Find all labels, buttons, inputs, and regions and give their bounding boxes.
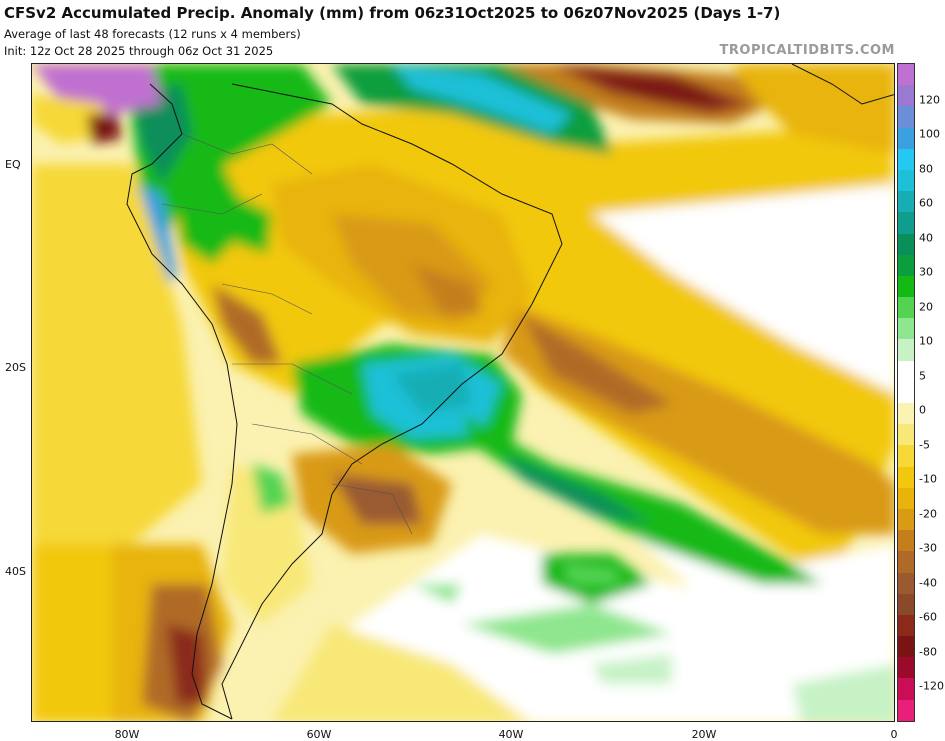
lon-label-80w: 80W bbox=[114, 728, 140, 741]
colorbar-band bbox=[898, 424, 914, 446]
brand-watermark: TROPICALTIDBITS.COM bbox=[719, 43, 895, 58]
anomaly-fields bbox=[32, 64, 894, 721]
colorbar-band bbox=[898, 148, 914, 170]
colorbar-band bbox=[898, 106, 914, 128]
colorbar-band bbox=[898, 445, 914, 467]
lat-label-20s: 20S bbox=[5, 361, 26, 374]
lon-label-40w: 40W bbox=[498, 728, 524, 741]
colorbar-band bbox=[898, 212, 914, 234]
lat-label-eq: EQ bbox=[5, 158, 21, 171]
colorbar-tick-label: 0 bbox=[919, 403, 926, 417]
precip-anomaly-map bbox=[31, 63, 895, 722]
lon-label-60w: 60W bbox=[306, 728, 332, 741]
colorbar-band bbox=[898, 339, 914, 361]
chart-subtitle: Average of last 48 forecasts (12 runs x … bbox=[4, 27, 301, 41]
colorbar-band bbox=[898, 233, 914, 255]
colorbar-band bbox=[898, 657, 914, 679]
colorbar-tick-label: -10 bbox=[919, 472, 937, 486]
colorbar-band bbox=[898, 169, 914, 192]
colorbar-band bbox=[898, 254, 914, 276]
colorbar-band bbox=[898, 191, 914, 213]
colorbar-band bbox=[898, 530, 914, 552]
country-borders bbox=[161, 133, 413, 535]
colorbar-tick-label: -5 bbox=[919, 438, 930, 452]
colorbar-band bbox=[898, 127, 914, 149]
colorbar-tick-label: 120 bbox=[919, 93, 940, 107]
colorbar-band bbox=[898, 64, 914, 86]
colorbar bbox=[897, 63, 915, 722]
colorbar-tick-label: -30 bbox=[919, 541, 937, 555]
colorbar-band bbox=[898, 572, 914, 594]
colorbar-tick-label: -20 bbox=[919, 507, 937, 521]
colorbar-tick-label: 100 bbox=[919, 127, 940, 141]
colorbar-band bbox=[898, 381, 914, 403]
lon-label-20w: 20W bbox=[691, 728, 717, 741]
colorbar-band bbox=[898, 297, 914, 319]
coastlines bbox=[126, 64, 894, 720]
colorbar-band bbox=[898, 466, 914, 488]
colorbar-band bbox=[898, 593, 914, 615]
colorbar-band bbox=[898, 360, 914, 382]
chart-title: CFSv2 Accumulated Precip. Anomaly (mm) f… bbox=[4, 4, 781, 22]
colorbar-tick-label: 20 bbox=[919, 300, 933, 314]
colorbar-band bbox=[898, 508, 914, 531]
lat-label-40s: 40S bbox=[5, 565, 26, 578]
init-time: Init: 12z Oct 28 2025 through 06z Oct 31… bbox=[4, 44, 274, 58]
colorbar-band bbox=[898, 318, 914, 340]
colorbar-tick-label: -60 bbox=[919, 610, 937, 624]
colorbar-tick-label: 10 bbox=[919, 334, 933, 348]
colorbar-tick-label: 40 bbox=[919, 231, 933, 245]
colorbar-tick-label: 80 bbox=[919, 162, 933, 176]
colorbar-tick-label: 5 bbox=[919, 369, 926, 383]
colorbar-band bbox=[898, 636, 914, 658]
colorbar-band bbox=[898, 403, 914, 425]
lon-label-0: 0 bbox=[890, 728, 898, 741]
colorbar-band bbox=[898, 678, 914, 700]
colorbar-tick-label: -120 bbox=[919, 679, 944, 693]
colorbar-band bbox=[898, 275, 914, 298]
colorbar-tick-label: 30 bbox=[919, 265, 933, 279]
colorbar-band bbox=[898, 614, 914, 637]
colorbar-tick-label: -80 bbox=[919, 645, 937, 659]
colorbar-tick-label: -40 bbox=[919, 576, 937, 590]
colorbar-band bbox=[898, 699, 914, 721]
colorbar-tick-label: 60 bbox=[919, 196, 933, 210]
colorbar-band bbox=[898, 487, 914, 509]
colorbar-band bbox=[898, 551, 914, 573]
colorbar-band bbox=[898, 85, 914, 107]
